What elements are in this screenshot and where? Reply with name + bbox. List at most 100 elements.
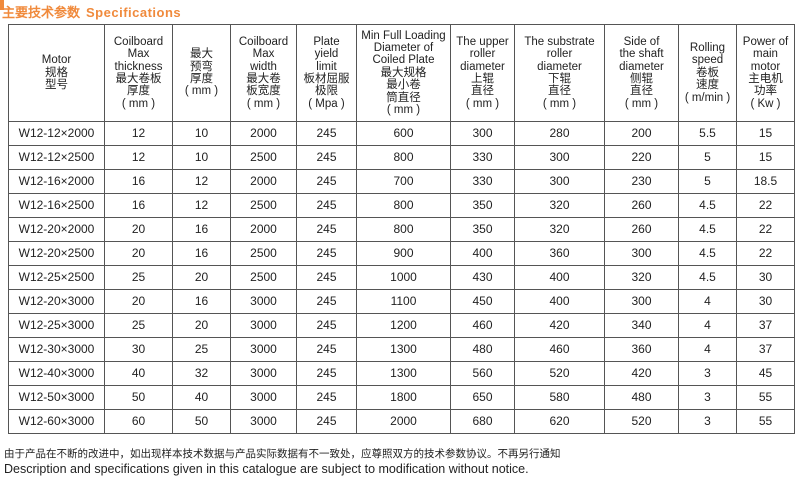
table-cell: 16 — [172, 217, 231, 242]
table-cell: 55 — [736, 409, 795, 434]
table-cell: 12 — [104, 145, 173, 170]
table-cell: 45 — [736, 361, 795, 386]
table-row: W12-25×3000 25 20 3000 245 1200 460 420 340 4 37 — [8, 313, 795, 338]
note-chinese: 由于产品在不断的改进中，如出现样本技术数据与产品实际数据有不一致处，应尊照双方的… — [4, 448, 561, 460]
table-cell: 3000 — [230, 313, 297, 338]
table-cell: 37 — [736, 313, 795, 338]
model-cell: W12-20×2500 — [8, 241, 105, 266]
table-cell: 55 — [736, 385, 795, 410]
section-title-en: Specifications — [86, 5, 182, 20]
table-cell: 2000 — [230, 217, 297, 242]
table-cell: 1300 — [356, 361, 451, 386]
table-cell: 16 — [104, 193, 173, 218]
table-cell: 5 — [678, 169, 737, 194]
table-cell: 2500 — [230, 241, 297, 266]
table-cell: 4 — [678, 337, 737, 362]
table-cell: 480 — [604, 385, 679, 410]
table-cell: 2000 — [230, 121, 297, 146]
table-cell: 4.5 — [678, 193, 737, 218]
table-cell: 400 — [514, 265, 605, 290]
note-english: Description and specifications given in … — [4, 462, 529, 476]
table-row: W12-16×2500 16 12 2500 245 800 350 320 260 4.5 22 — [8, 193, 795, 218]
table-cell: 3000 — [230, 337, 297, 362]
table-cell: 4.5 — [678, 265, 737, 290]
table-cell: 700 — [356, 169, 451, 194]
table-cell: 25 — [172, 337, 231, 362]
table-cell: 245 — [296, 361, 357, 386]
table-cell: 3 — [678, 385, 737, 410]
table-cell: 350 — [450, 193, 515, 218]
specifications-table: Motor 规格 型号 Coilboard Max thickness 最大卷板 … — [8, 24, 795, 434]
table-cell: 4.5 — [678, 241, 737, 266]
model-cell: W12-12×2000 — [8, 121, 105, 146]
table-cell: 2500 — [230, 145, 297, 170]
table-cell: 580 — [514, 385, 605, 410]
table-cell: 260 — [604, 193, 679, 218]
table-cell: 40 — [104, 361, 173, 386]
table-cell: 245 — [296, 217, 357, 242]
table-cell: 420 — [514, 313, 605, 338]
table-cell: 5 — [678, 145, 737, 170]
model-cell: W12-20×2000 — [8, 217, 105, 242]
table-cell: 245 — [296, 121, 357, 146]
table-row: W12-60×3000 60 50 3000 245 2000 680 620 520 3 55 — [8, 409, 795, 434]
column-header: Power of main motor 主电机 功率 ( Kw ) — [736, 24, 795, 122]
table-cell: 245 — [296, 409, 357, 434]
table-cell: 20 — [172, 313, 231, 338]
table-cell: 3 — [678, 409, 737, 434]
table-cell: 260 — [604, 217, 679, 242]
table-cell: 245 — [296, 313, 357, 338]
table-cell: 650 — [450, 385, 515, 410]
table-cell: 460 — [514, 337, 605, 362]
table-cell: 245 — [296, 145, 357, 170]
table-cell: 20 — [104, 289, 173, 314]
table-cell: 360 — [604, 337, 679, 362]
table-cell: 320 — [514, 193, 605, 218]
model-cell: W12-30×3000 — [8, 337, 105, 362]
table-cell: 37 — [736, 337, 795, 362]
table-cell: 2000 — [230, 169, 297, 194]
table-cell: 340 — [604, 313, 679, 338]
table-cell: 30 — [736, 265, 795, 290]
table-cell: 230 — [604, 169, 679, 194]
table-cell: 10 — [172, 121, 231, 146]
table-row: W12-16×2000 16 12 2000 245 700 330 300 230 5 18.5 — [8, 169, 795, 194]
table-cell: 20 — [104, 241, 173, 266]
table-cell: 450 — [450, 289, 515, 314]
section-title-cn: 主要技术参数 — [2, 5, 81, 20]
title-accent-mark — [0, 0, 4, 10]
table-cell: 2000 — [356, 409, 451, 434]
table-cell: 330 — [450, 145, 515, 170]
column-header: Min Full Loading Diameter of Coiled Plat… — [356, 24, 451, 122]
table-row: W12-30×3000 30 25 3000 245 1300 480 460 360 4 37 — [8, 337, 795, 362]
table-cell: 20 — [172, 265, 231, 290]
header-row: Motor 规格 型号 Coilboard Max thickness 最大卷板 … — [8, 24, 795, 122]
model-cell: W12-50×3000 — [8, 385, 105, 410]
table-cell: 300 — [450, 121, 515, 146]
table-cell: 3000 — [230, 361, 297, 386]
column-header: The upper roller diameter 上辊 直径 ( mm ) — [450, 24, 515, 122]
table-cell: 800 — [356, 217, 451, 242]
table-cell: 800 — [356, 193, 451, 218]
column-header: Motor 规格 型号 — [8, 24, 105, 122]
table-cell: 300 — [514, 145, 605, 170]
table-cell: 32 — [172, 361, 231, 386]
table-cell: 1300 — [356, 337, 451, 362]
table-cell: 600 — [356, 121, 451, 146]
table-cell: 60 — [104, 409, 173, 434]
column-header: Coilboard Max thickness 最大卷板 厚度 ( mm ) — [104, 24, 173, 122]
table-cell: 245 — [296, 241, 357, 266]
table-cell: 22 — [736, 241, 795, 266]
model-cell: W12-16×2000 — [8, 169, 105, 194]
table-cell: 12 — [172, 193, 231, 218]
table-cell: 480 — [450, 337, 515, 362]
table-cell: 245 — [296, 169, 357, 194]
table-cell: 320 — [604, 265, 679, 290]
table-cell: 320 — [514, 217, 605, 242]
column-header: The substrate roller diameter 下辊 直径 ( mm… — [514, 24, 605, 122]
table-cell: 3 — [678, 361, 737, 386]
table-cell: 4 — [678, 313, 737, 338]
table-cell: 16 — [172, 241, 231, 266]
column-header: Rolling speed 卷板 速度 ( m/min ) — [678, 24, 737, 122]
table-cell: 25 — [104, 313, 173, 338]
